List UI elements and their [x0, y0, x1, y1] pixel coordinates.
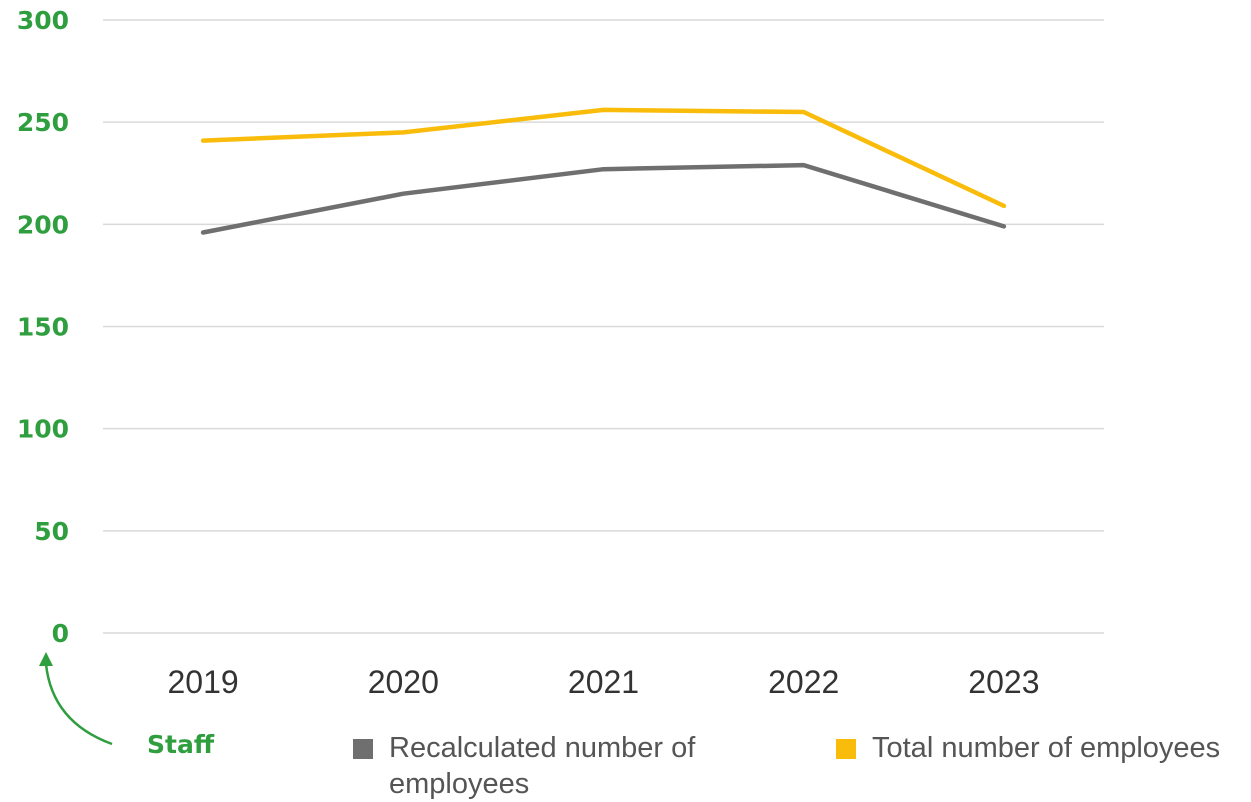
y-tick-label: 0 [52, 619, 69, 648]
x-tick-label: 2020 [368, 664, 439, 700]
legend-label-total: Total number of employees [872, 730, 1242, 766]
y-axis-unit-label: Staff [147, 730, 214, 759]
x-axis-ticks: 2019 2020 2021 2022 2023 [168, 664, 1040, 700]
series-line-0 [203, 165, 1004, 232]
legend-swatch-recalculated [353, 739, 373, 759]
curved-arrow-up-icon [39, 652, 112, 744]
y-axis-ticks: 0 50 100 150 200 250 300 [17, 6, 69, 648]
legend-swatch-total [836, 739, 856, 759]
y-tick-label: 200 [17, 210, 69, 239]
x-tick-label: 2022 [768, 664, 839, 700]
x-tick-label: 2019 [168, 664, 239, 700]
x-tick-label: 2023 [968, 664, 1039, 700]
y-tick-label: 250 [17, 108, 69, 137]
y-tick-label: 300 [17, 6, 69, 35]
legend-label-recalculated: Recalculated number of employees [389, 730, 749, 802]
y-tick-label: 150 [17, 313, 69, 342]
y-tick-label: 100 [17, 415, 69, 444]
y-tick-label: 50 [34, 517, 69, 546]
x-tick-label: 2021 [568, 664, 639, 700]
series-lines [203, 110, 1004, 233]
